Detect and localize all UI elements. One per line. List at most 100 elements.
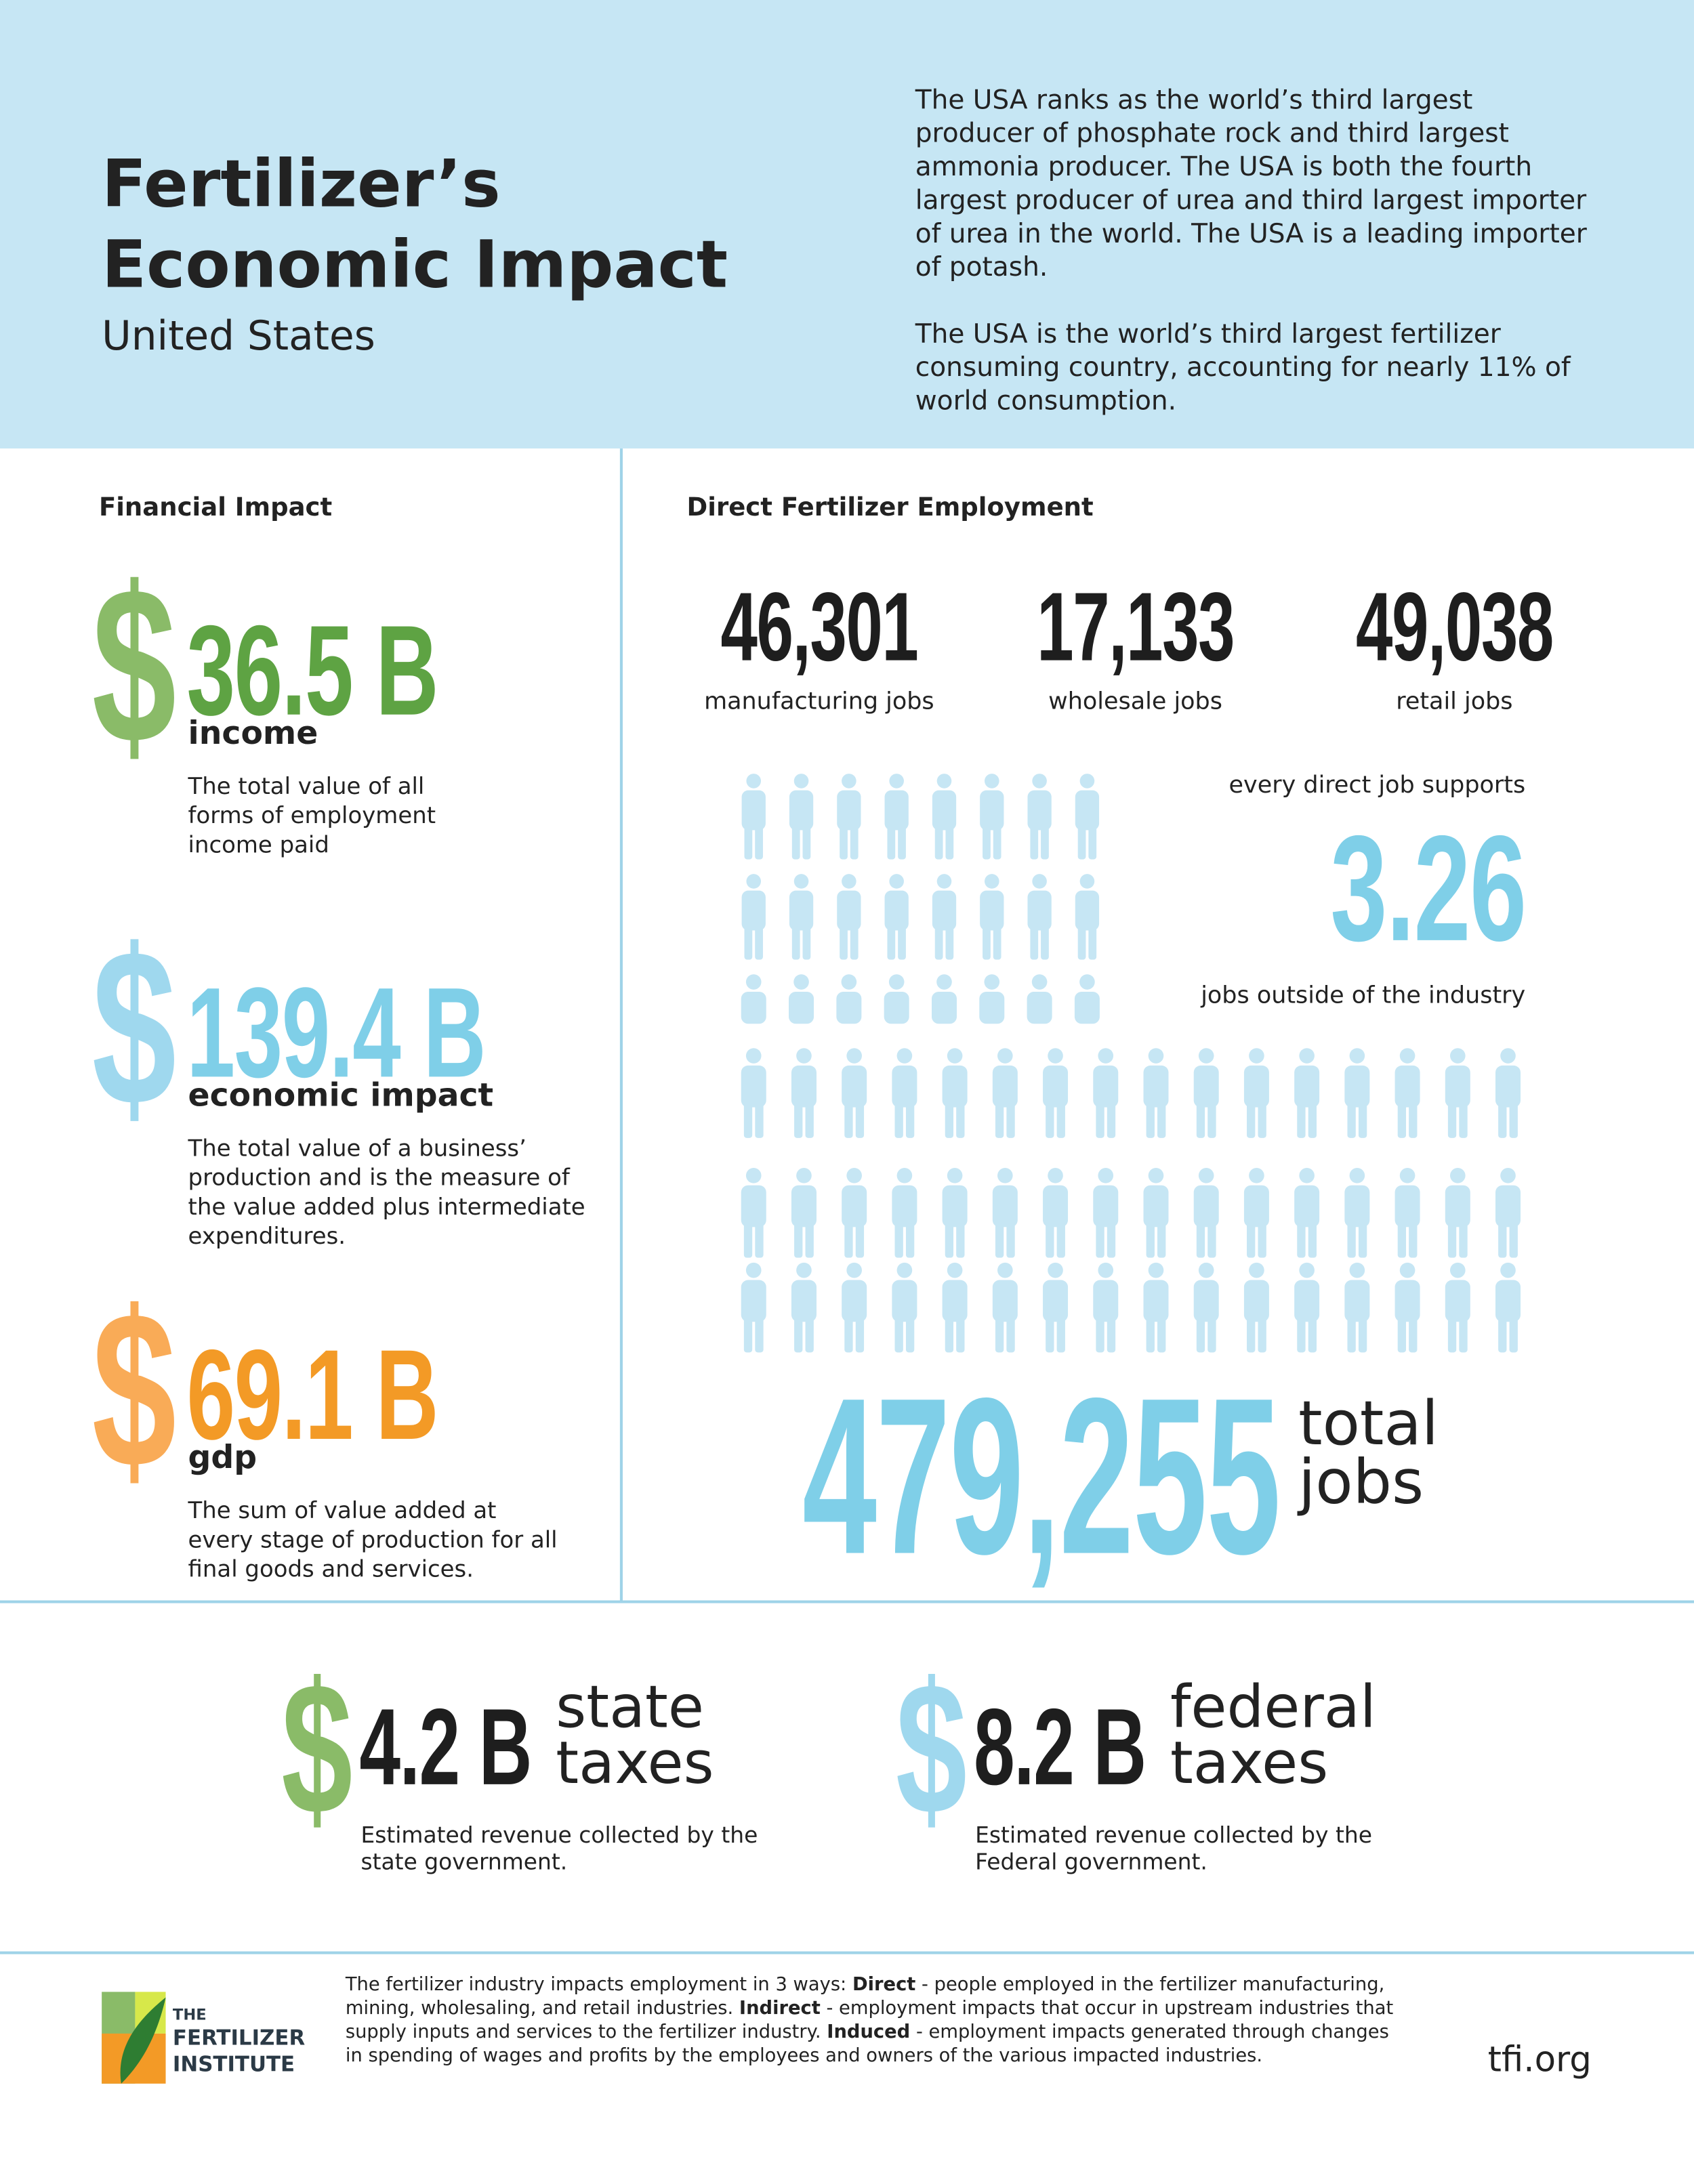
person-icon <box>789 974 814 1024</box>
person-icon <box>842 1262 867 1353</box>
job-label: wholesale jobs <box>1048 688 1222 716</box>
person-icon <box>1243 1048 1269 1138</box>
person-icon <box>789 774 814 860</box>
tax-label: state taxes <box>556 1673 714 1792</box>
amount-label: income <box>188 715 318 753</box>
title-line: Fertilizer’s <box>102 146 501 223</box>
job-count: 49,038 <box>1355 572 1554 681</box>
person-icon <box>1143 1262 1169 1353</box>
dollar-symbol: $ <box>91 540 176 790</box>
job-label: manufacturing jobs <box>704 688 934 716</box>
person-icon <box>1043 1168 1069 1258</box>
person-icon <box>741 1048 766 1138</box>
person-icon <box>1445 1168 1470 1258</box>
person-icon <box>1395 1048 1420 1138</box>
tax-amount: 4.2 B <box>359 1685 532 1808</box>
total-jobs: 479,255 <box>802 1351 1281 1601</box>
person-icon <box>892 1168 917 1258</box>
intro: The USA ranks as the world’s third large… <box>915 83 1598 417</box>
person-icon <box>932 774 957 860</box>
amount-label: economic impact <box>188 1078 494 1114</box>
amount: 139.4 B <box>186 962 486 1105</box>
header-band <box>0 0 1694 449</box>
person-icon <box>1395 1168 1420 1258</box>
person-icon <box>942 1048 968 1138</box>
tax-description: Estimated revenue collected by the Feder… <box>975 1822 1372 1875</box>
person-icon <box>1043 1262 1069 1353</box>
footnote-term: Indirect <box>739 1998 821 2020</box>
person-icon <box>1027 974 1052 1024</box>
intro-paragraph: The USA is the world’s third largest fer… <box>915 318 1571 417</box>
person-icon <box>1344 1048 1370 1138</box>
multiplier-before: every direct job supports <box>1228 772 1526 800</box>
tax-label-line: state <box>556 1673 705 1742</box>
title: Fertilizer’s Economic Impact <box>102 145 728 307</box>
person-icon <box>1495 1168 1521 1258</box>
amount: 69.1 B <box>186 1324 438 1467</box>
footnote-text: - people employed in the fertilizer manu… <box>345 1975 1385 2020</box>
person-icon <box>1445 1048 1470 1138</box>
logo-mark <box>102 1992 166 2084</box>
footnote-text: - employment impacts that occur in upstr… <box>345 1998 1394 2044</box>
person-icon <box>1043 1048 1069 1138</box>
amount-box: 36.5 B <box>186 602 556 741</box>
person-icon <box>1445 1262 1470 1353</box>
person-icon <box>791 1262 817 1353</box>
person-icon <box>1143 1048 1169 1138</box>
person-icon <box>992 1048 1018 1138</box>
person-icon <box>980 774 1004 860</box>
dollar-symbol: $ <box>91 902 176 1152</box>
person-icon <box>1143 1168 1169 1258</box>
person-icon <box>741 1262 766 1353</box>
person-icon <box>1193 1262 1219 1353</box>
dollar-sign: $ <box>91 902 215 1152</box>
intro-paragraph: The USA ranks as the world’s third large… <box>915 85 1587 283</box>
person-icon <box>1075 774 1100 860</box>
person-icon <box>1193 1048 1219 1138</box>
person-icon <box>942 1168 968 1258</box>
person-icon <box>1495 1262 1521 1353</box>
amount-box: 69.1 B <box>186 1326 556 1465</box>
person-icon <box>741 974 766 1024</box>
person-icon <box>992 1168 1018 1258</box>
dollar-sign: $ <box>91 540 215 790</box>
divider <box>619 448 623 1602</box>
person-icon <box>1093 1262 1119 1353</box>
person-icon <box>837 874 861 960</box>
divider <box>0 1951 1694 1954</box>
person-icon <box>1395 1262 1420 1353</box>
person-icon <box>932 874 957 960</box>
job-count-box: 46,301 <box>610 574 1028 679</box>
dollar-symbol: $ <box>281 1643 352 1854</box>
job-count-box: 17,133 <box>926 574 1344 679</box>
amount: 36.5 B <box>186 600 438 742</box>
amount-description: The total value of a business’ productio… <box>188 1135 585 1250</box>
job-count-box: 49,038 <box>1245 574 1664 679</box>
dollar-sign: $ <box>92 1278 215 1501</box>
person-icon <box>1243 1168 1269 1258</box>
amount-box: 139.4 B <box>186 964 625 1104</box>
logo-line: FERTILIZER <box>172 2025 306 2051</box>
person-icon <box>1027 874 1052 960</box>
person-icon <box>892 1048 917 1138</box>
tax-label: federal taxes <box>1170 1678 1376 1792</box>
person-icon <box>842 1168 867 1258</box>
footnote-term: Direct <box>852 1975 916 1996</box>
section-heading: Direct Fertilizer Employment <box>686 492 1094 523</box>
person-icon <box>1074 974 1100 1024</box>
divider <box>0 1600 1694 1603</box>
footnote-text: The fertilizer industry impacts employme… <box>345 1975 852 1996</box>
person-icon <box>942 1262 968 1353</box>
logo-line: THE <box>172 2005 207 2024</box>
subtitle: United States <box>102 312 375 360</box>
tax-amount: 8.2 B <box>974 1685 1146 1808</box>
footnote-term: Induced <box>827 2022 911 2044</box>
person-icon <box>1294 1048 1320 1138</box>
amount-label: gdp <box>188 1440 257 1477</box>
logo-line: INSTITUTE <box>172 2051 295 2077</box>
person-icon <box>1344 1262 1370 1353</box>
person-icon <box>741 774 766 860</box>
person-icon <box>884 774 909 860</box>
tax-amount-box: 4.2 B <box>359 1688 612 1807</box>
